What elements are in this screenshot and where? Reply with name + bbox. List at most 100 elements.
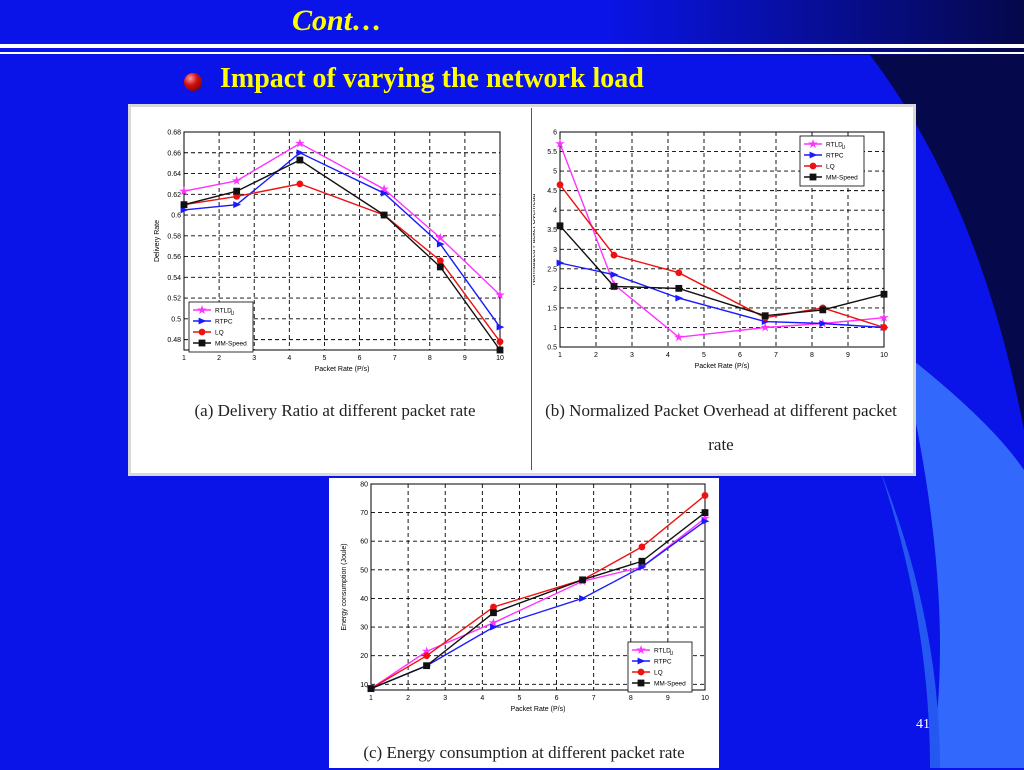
x-tick-label: 9 [846, 352, 850, 359]
x-tick-label: 9 [463, 355, 467, 362]
legend-marker [809, 162, 817, 170]
y-tick-label: 3 [553, 247, 557, 254]
legend-marker [809, 151, 818, 159]
y-tick-label: 0.62 [167, 192, 181, 199]
series-mm-speed [367, 509, 709, 692]
data-point [701, 509, 709, 517]
series-line [559, 143, 885, 338]
x-tick-label: 10 [880, 352, 888, 359]
data-point [295, 138, 305, 148]
legend-label: MM-Speed [654, 681, 686, 688]
series-rtpc [180, 149, 505, 331]
legend-label: RTPC [215, 319, 233, 326]
legend-marker [198, 339, 206, 347]
legend-label: MM-Speed [826, 175, 858, 182]
bullet-icon [184, 73, 202, 91]
data-point [579, 595, 587, 602]
data-point [435, 232, 446, 242]
data-point [819, 320, 828, 327]
y-tick-label: 0.54 [167, 275, 181, 282]
x-tick-label: 5 [322, 355, 326, 362]
caption-a: (a) Delivery Ratio at different packet r… [194, 401, 476, 420]
legend-marker [637, 679, 645, 687]
y-tick-label: 5.5 [547, 149, 557, 156]
chart-delivery-ratio: 1 2 3 4 5 6 7 8 9 10 0.48 0.5 0.52 0.54 0.56 0.58 0.6 0.6… [154, 130, 505, 373]
y-axis-label: Normalized Packet Overhead [533, 194, 537, 286]
data-point [610, 251, 618, 259]
y-tick-label: 3.5 [547, 227, 557, 234]
x-tick-label: 1 [182, 355, 186, 362]
y-tick-label: 0.52 [167, 296, 181, 303]
data-point [579, 576, 586, 584]
title-underline-thick [0, 44, 1024, 48]
y-tick-label: 2.5 [547, 266, 557, 273]
legend-marker [637, 668, 645, 676]
y-tick-label: 10 [360, 682, 368, 689]
data-point [490, 603, 497, 611]
x-tick-label: 6 [738, 352, 742, 359]
caption-c: (c) Energy consumption at different pack… [363, 743, 685, 762]
legend-label: RTPC [654, 659, 672, 666]
data-point [819, 306, 827, 314]
data-point [879, 312, 889, 322]
series-line [183, 142, 501, 296]
y-tick-label: 0.5 [171, 316, 181, 323]
data-point [556, 259, 565, 267]
y-tick-label: 0.56 [167, 254, 181, 261]
x-tick-label: 4 [480, 695, 484, 702]
chart-packet-overhead: 1 2 3 4 5 6 7 8 9 100.511.522.533.544.555.56Packe… [533, 130, 889, 370]
series-line [370, 512, 706, 690]
data-point [436, 240, 445, 248]
y-tick-label: 2 [553, 286, 557, 293]
series-line [559, 184, 885, 329]
x-tick-label: 7 [774, 352, 778, 359]
x-tick-label: 5 [517, 695, 521, 702]
chart-energy-consumption: 1 2 3 4 5 6 7 8 9 10 10 20 30 40 50 60 70 80 Packet Rate (… [341, 482, 710, 713]
data-point [675, 284, 683, 292]
data-point [675, 294, 684, 302]
data-point [880, 324, 888, 331]
y-tick-label: 30 [360, 625, 368, 632]
data-point [380, 211, 388, 219]
bullet-text: Impact of varying the network load [220, 63, 644, 94]
title-underline-thin [0, 52, 1024, 54]
data-point [496, 338, 504, 346]
series-lq [556, 181, 888, 331]
series-line [559, 262, 885, 329]
data-point [761, 312, 769, 320]
data-point [610, 271, 619, 279]
data-point [180, 201, 188, 209]
y-tick-label: 0.68 [167, 130, 181, 137]
y-tick-label: 1.5 [547, 305, 557, 312]
data-point [488, 617, 499, 627]
x-tick-label: 2 [594, 352, 598, 359]
x-tick-label: 2 [217, 355, 221, 362]
data-point [700, 513, 710, 523]
series-line [183, 159, 501, 351]
legend-subscript: U [231, 311, 235, 317]
figure-divider [531, 108, 532, 470]
data-point [296, 180, 304, 188]
data-point [556, 222, 564, 230]
y-tick-label: 4 [553, 208, 557, 215]
x-tick-label: 3 [252, 355, 256, 362]
x-tick-label: 1 [369, 695, 373, 702]
legend-marker [809, 173, 817, 181]
legend-subscript: U [842, 145, 846, 151]
data-point [760, 322, 770, 332]
data-point [638, 557, 646, 565]
legend-label: LQ [826, 164, 835, 171]
y-tick-label: 0.66 [167, 150, 181, 157]
figure-panel-bottom [329, 478, 719, 768]
series-rtldu [179, 138, 505, 299]
data-point [555, 138, 565, 148]
y-tick-label: 80 [360, 482, 368, 489]
series-mm-speed [556, 222, 888, 320]
data-point [296, 156, 304, 164]
legend-label: LQ [215, 330, 224, 337]
series-line [183, 151, 501, 328]
y-tick-label: 40 [360, 596, 368, 603]
data-point [674, 332, 684, 342]
y-tick-label: 60 [360, 539, 368, 546]
